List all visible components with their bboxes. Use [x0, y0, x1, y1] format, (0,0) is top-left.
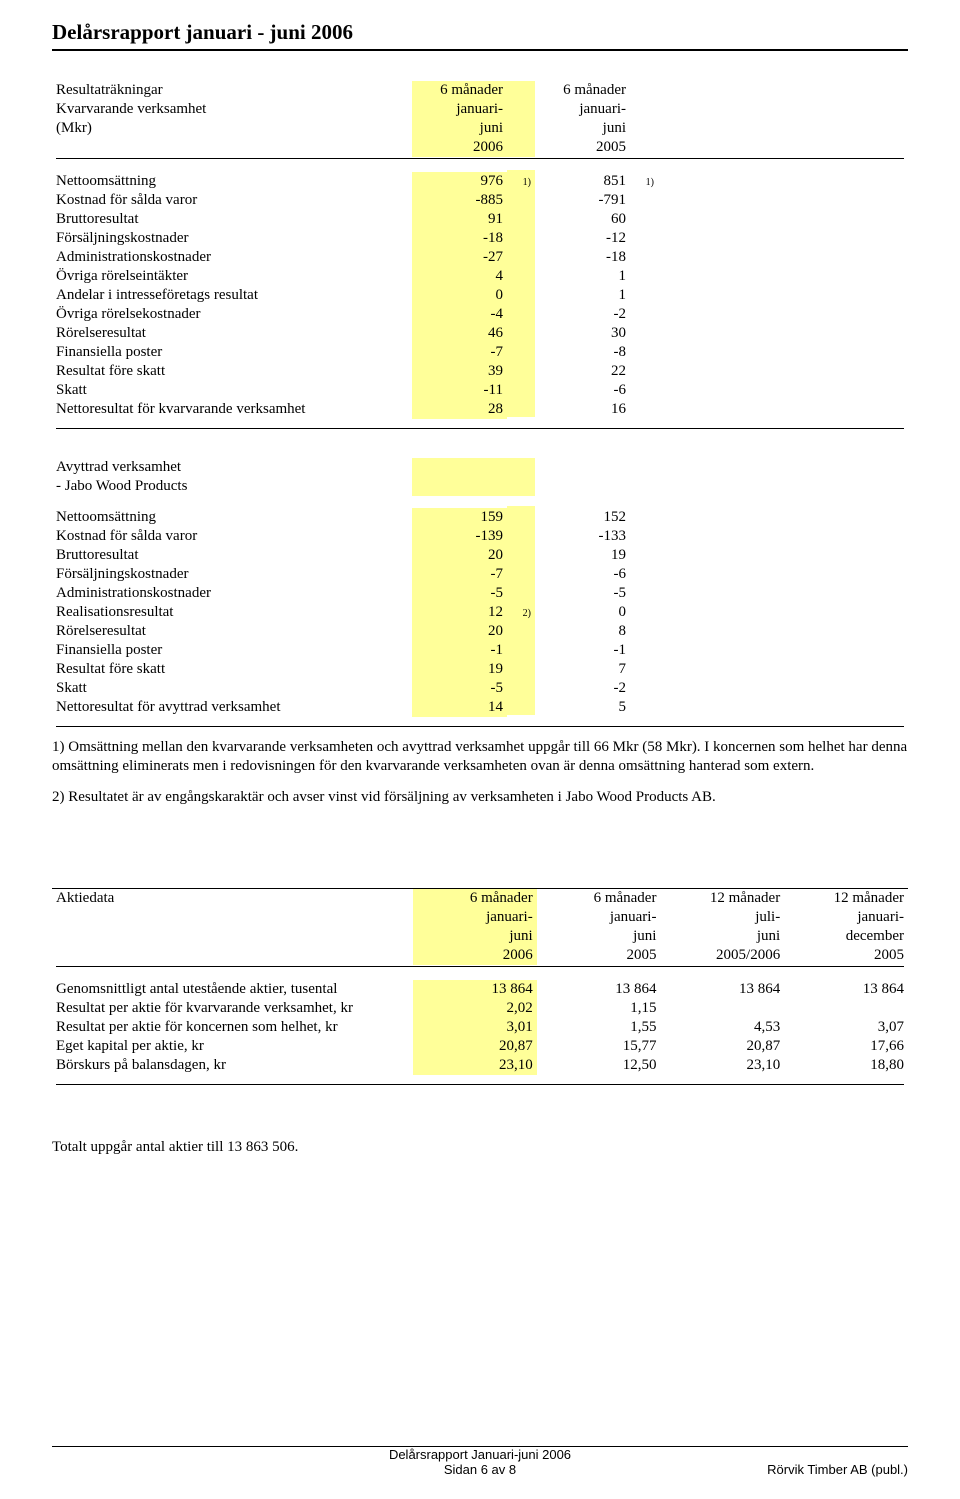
footnotes: 1) Omsättning mellan den kvarvarande ver… — [52, 738, 908, 806]
table-row: Resultat före skatt197 — [52, 660, 908, 679]
footer-company: Rörvik Timber AB (publ.) — [767, 1462, 908, 1477]
table-row: Nettoresultat för kvarvarande verksamhet… — [52, 400, 908, 419]
table-row: Genomsnittligt antal utestående aktier, … — [52, 980, 908, 999]
table-row: Finansiella poster-1-1 — [52, 641, 908, 660]
table-row: Realisationsresultat122)0 — [52, 603, 908, 622]
share-data-table: Aktiedata6 månader6 månader12 månader12 … — [52, 889, 908, 1086]
table-row: Nettoomsättning159152 — [52, 508, 908, 527]
table-row: Börskurs på balansdagen, kr23,1012,5023,… — [52, 1056, 908, 1075]
report-title: Delårsrapport januari - juni 2006 — [52, 20, 908, 45]
table-row: Resultat före skatt3922 — [52, 362, 908, 381]
table-row: Kostnad för sålda varor-885-791 — [52, 191, 908, 210]
table-row: Övriga rörelsekostnader-4-2 — [52, 305, 908, 324]
footnote-1: 1) Omsättning mellan den kvarvarande ver… — [52, 738, 908, 776]
table-row: Övriga rörelseintäkter41 — [52, 267, 908, 286]
table-row: Försäljningskostnader-7-6 — [52, 565, 908, 584]
table-row: Nettoomsättning9761)8511) — [52, 172, 908, 191]
table-row: Resultat per aktie för koncernen som hel… — [52, 1018, 908, 1037]
share-total-note: Totalt uppgår antal aktier till 13 863 5… — [52, 1139, 908, 1156]
table-row: Resultat per aktie för kvarvarande verks… — [52, 999, 908, 1018]
table-row: Kostnad för sålda varor-139-133 — [52, 527, 908, 546]
table-row: Rörelseresultat208 — [52, 622, 908, 641]
table-row: Bruttoresultat2019 — [52, 546, 908, 565]
table-row: Bruttoresultat9160 — [52, 210, 908, 229]
table-row: Andelar i intresseföretags resultat01 — [52, 286, 908, 305]
table-row: Administrationskostnader-27-18 — [52, 248, 908, 267]
table-row: Försäljningskostnader-18-12 — [52, 229, 908, 248]
table-row: Eget kapital per aktie, kr20,8715,7720,8… — [52, 1037, 908, 1056]
footnote-2: 2) Resultatet är av engångskaraktär och … — [52, 788, 908, 807]
table-row: Rörelseresultat4630 — [52, 324, 908, 343]
title-rule — [52, 49, 908, 51]
footer-line-1: Delårsrapport Januari-juni 2006 — [0, 1447, 960, 1462]
table-row: Skatt-11-6 — [52, 381, 908, 400]
table-row: Finansiella poster-7-8 — [52, 343, 908, 362]
income-table-divested: Avyttrad verksamhet - Jabo Wood Products… — [52, 458, 908, 728]
table-row: Administrationskostnader-5-5 — [52, 584, 908, 603]
table-row: Nettoresultat för avyttrad verksamhet145 — [52, 698, 908, 717]
table-row: Skatt-5-2 — [52, 679, 908, 698]
income-table-continuing: Resultaträkningar6 månader6 månaderKvarv… — [52, 81, 908, 430]
